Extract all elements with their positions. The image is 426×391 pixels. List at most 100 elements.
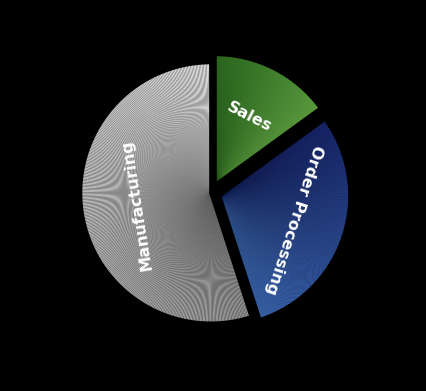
Wedge shape [215,60,252,185]
Wedge shape [215,81,294,185]
Wedge shape [215,94,308,185]
Wedge shape [215,73,282,185]
Wedge shape [210,193,238,321]
Wedge shape [210,193,248,318]
Wedge shape [215,104,317,185]
Wedge shape [83,193,210,218]
Wedge shape [215,108,320,185]
Wedge shape [219,196,344,233]
Wedge shape [219,196,308,291]
Wedge shape [215,98,312,185]
Wedge shape [215,60,253,185]
Wedge shape [155,193,210,312]
Wedge shape [179,66,210,193]
Wedge shape [149,193,210,308]
Wedge shape [219,196,349,204]
Wedge shape [142,81,210,193]
Text: Sales: Sales [224,100,273,135]
Wedge shape [193,64,210,193]
Wedge shape [215,61,257,185]
Wedge shape [140,193,210,303]
Wedge shape [219,152,342,196]
Wedge shape [219,196,284,309]
Wedge shape [219,196,337,253]
Wedge shape [215,90,304,185]
Wedge shape [215,66,268,185]
Wedge shape [194,63,210,193]
Wedge shape [219,196,328,268]
Wedge shape [97,128,210,193]
Wedge shape [219,178,348,196]
Wedge shape [206,63,210,193]
Wedge shape [155,74,210,193]
Wedge shape [165,70,210,193]
Wedge shape [215,63,261,185]
Wedge shape [81,183,210,193]
Wedge shape [215,62,259,185]
Wedge shape [210,193,233,321]
Wedge shape [83,165,210,193]
Wedge shape [91,193,210,246]
Wedge shape [215,58,245,185]
Wedge shape [219,140,337,196]
Wedge shape [210,193,223,323]
Wedge shape [219,196,283,310]
Wedge shape [215,57,242,185]
Wedge shape [219,196,347,220]
Wedge shape [215,101,314,185]
Wedge shape [88,148,210,193]
Wedge shape [219,131,333,196]
Wedge shape [215,60,252,185]
Wedge shape [219,140,337,196]
Wedge shape [219,196,274,314]
Wedge shape [219,124,328,196]
Wedge shape [110,193,210,277]
Wedge shape [215,55,228,185]
Wedge shape [83,193,210,219]
Wedge shape [215,82,295,185]
Wedge shape [215,78,290,185]
Wedge shape [215,61,254,185]
Wedge shape [128,193,210,294]
Wedge shape [215,56,238,185]
Wedge shape [215,57,242,185]
Wedge shape [82,173,210,193]
Wedge shape [215,63,260,185]
Wedge shape [121,97,210,193]
Wedge shape [215,66,268,185]
Wedge shape [219,174,348,196]
Wedge shape [105,115,210,193]
Wedge shape [215,103,316,185]
Wedge shape [219,196,349,200]
Wedge shape [219,164,345,196]
Wedge shape [215,78,290,185]
Wedge shape [219,168,346,196]
Wedge shape [168,193,210,317]
Wedge shape [115,104,210,193]
Wedge shape [219,196,343,235]
Wedge shape [219,119,325,196]
Wedge shape [219,143,338,196]
Wedge shape [81,188,210,193]
Wedge shape [215,105,318,185]
Wedge shape [210,193,220,323]
Wedge shape [90,143,210,193]
Wedge shape [219,196,343,238]
Wedge shape [219,196,349,199]
Wedge shape [187,65,210,193]
Wedge shape [215,58,246,185]
Wedge shape [215,83,296,185]
Wedge shape [219,196,311,288]
Wedge shape [219,196,325,272]
Wedge shape [210,193,249,318]
Wedge shape [207,63,210,193]
Wedge shape [133,87,210,193]
Wedge shape [215,69,275,185]
Wedge shape [215,83,296,185]
Wedge shape [219,196,327,270]
Wedge shape [219,196,326,270]
Wedge shape [215,86,299,185]
Wedge shape [91,193,210,245]
Wedge shape [215,55,224,185]
Wedge shape [215,59,250,185]
